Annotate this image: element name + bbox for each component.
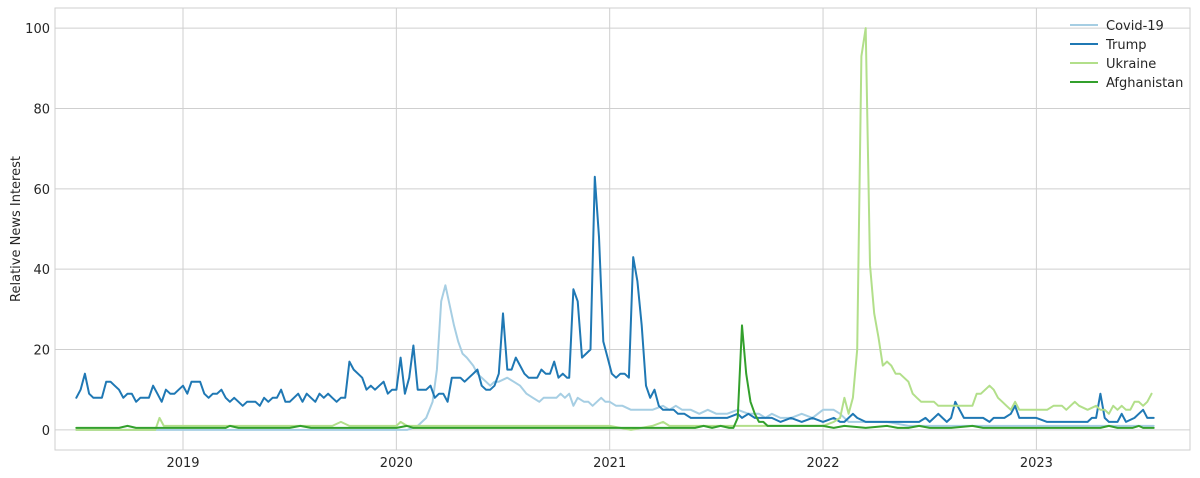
x-tick-label: 2022: [806, 456, 839, 471]
legend-label: Ukraine: [1106, 57, 1156, 72]
x-tick-label: 2021: [593, 456, 626, 471]
y-tick-label: 60: [33, 183, 50, 198]
series-line-afghanistan: [75, 324, 1155, 429]
y-tick-label: 40: [33, 263, 50, 278]
y-tick-label: 80: [33, 102, 50, 117]
series-line-trump: [75, 175, 1155, 423]
y-tick-label: 100: [25, 22, 50, 37]
series-line-ukraine: [75, 27, 1153, 431]
tick-labels: 0 20 40 60 80 100 2019 2020 2021 2022 2023: [25, 22, 1053, 471]
plot-frame: [54, 7, 1191, 451]
series-line-covid-19: [75, 284, 1155, 431]
legend-label: Afghanistan: [1106, 76, 1183, 91]
series-lines: [75, 27, 1155, 431]
x-tick-label: 2019: [166, 456, 199, 471]
x-tick-label: 2023: [1020, 456, 1053, 471]
y-tick-label: 0: [42, 424, 50, 439]
legend-label: Trump: [1105, 38, 1147, 53]
y-axis-label: Relative News Interest: [9, 156, 24, 302]
x-tick-label: 2020: [380, 456, 413, 471]
legend-label: Covid-19: [1106, 19, 1164, 34]
legend: Covid-19 Trump Ukraine Afghanistan: [1070, 19, 1183, 91]
y-tick-label: 20: [33, 344, 50, 359]
grid: [55, 8, 1190, 450]
